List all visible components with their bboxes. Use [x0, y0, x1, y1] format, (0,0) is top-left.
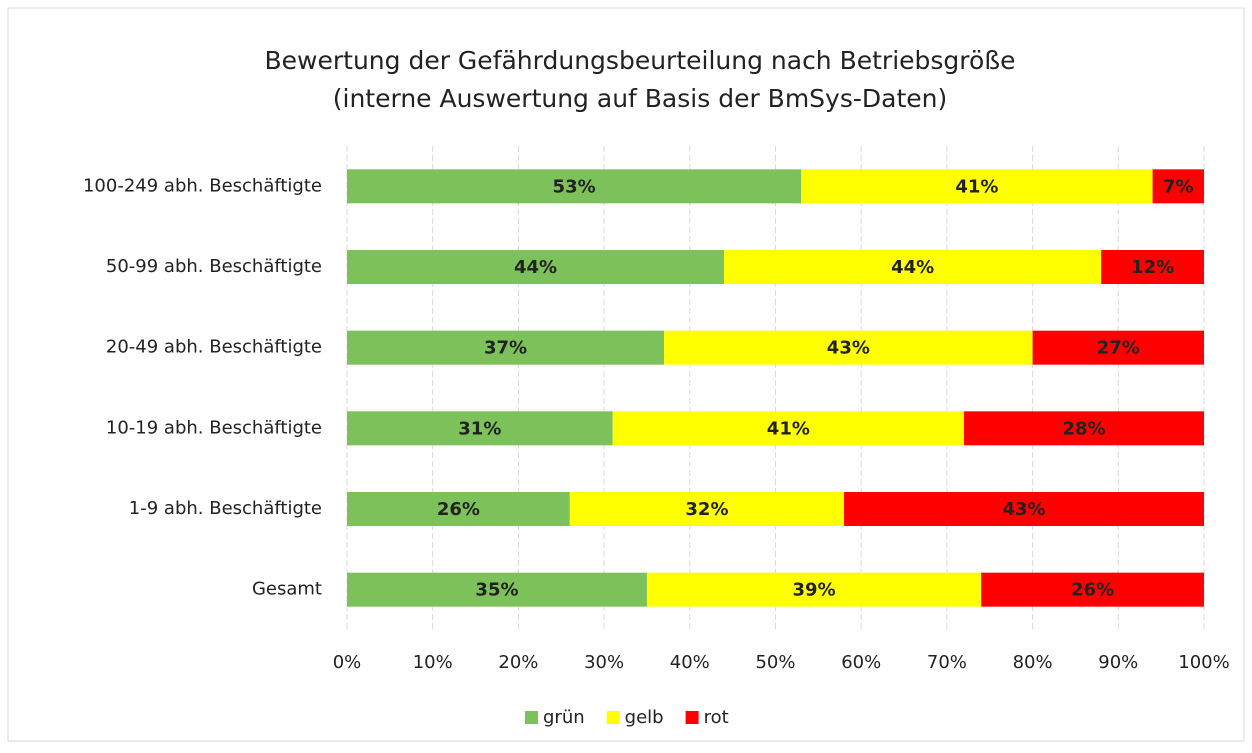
bar-segment: [347, 572, 647, 607]
y-tick-label: 50-99 abh. Beschäftigte: [106, 256, 322, 277]
bar-segment: [1152, 169, 1204, 204]
bar-segment: [347, 250, 725, 284]
bar-segment: [1032, 330, 1204, 365]
y-tick-label: 10-19 abh. Beschäftigte: [106, 417, 322, 438]
legend-label: grün: [543, 707, 585, 728]
value-label: 26%: [1071, 580, 1114, 601]
value-label: 44%: [514, 257, 557, 278]
value-label: 41%: [955, 176, 998, 197]
value-label: 43%: [1002, 499, 1045, 520]
y-tick-label: 20-49 abh. Beschäftigte: [106, 337, 322, 358]
y-tick-label: 100-249 abh. Beschäftigte: [83, 175, 322, 196]
x-tick-label: 50%: [755, 652, 795, 673]
x-tick-label: 10%: [413, 652, 453, 673]
x-tick-label: 40%: [670, 652, 710, 673]
value-label: 31%: [458, 418, 501, 439]
value-label: 26%: [437, 499, 480, 520]
chart-subtitle: (interne Auswertung auf Basis der BmSys-…: [333, 84, 948, 113]
bar-segment: [801, 169, 1153, 204]
x-tick-label: 20%: [498, 652, 538, 673]
bar-segment: [646, 572, 982, 607]
value-label: 12%: [1131, 257, 1174, 278]
x-tick-label: 30%: [584, 652, 624, 673]
value-label: 43%: [827, 338, 870, 359]
value-label: 35%: [475, 580, 518, 601]
value-label: 37%: [484, 338, 527, 359]
x-tick-label: 90%: [1098, 652, 1138, 673]
y-tick-label: 1-9 abh. Beschäftigte: [129, 498, 322, 519]
bar-segment: [347, 411, 613, 446]
bar-segment: [964, 411, 1204, 446]
x-tick-label: 100%: [1178, 652, 1229, 673]
plot: [347, 169, 1204, 607]
bar-segment: [612, 411, 965, 446]
bar-segment: [981, 572, 1204, 607]
legend-swatch: [685, 711, 699, 724]
x-tick-label: 0%: [333, 652, 362, 673]
value-label: 27%: [1097, 338, 1140, 359]
value-label: 44%: [891, 257, 934, 278]
legend-swatch: [525, 711, 538, 724]
value-label: 53%: [553, 176, 596, 197]
chart-border: [7, 7, 1245, 742]
value-label: 28%: [1062, 418, 1105, 439]
bar-segment: [347, 492, 570, 526]
x-tick-label: 60%: [841, 652, 881, 673]
value-label: 39%: [793, 580, 836, 601]
x-tick-label: 70%: [927, 652, 967, 673]
x-tick-label: 80%: [1013, 652, 1053, 673]
value-label: 32%: [685, 499, 728, 520]
legend-label: rot: [704, 707, 729, 728]
bar-segment: [569, 492, 845, 526]
value-label: 41%: [767, 418, 810, 439]
bar-segment: [1101, 250, 1204, 284]
value-label: 7%: [1163, 176, 1194, 197]
bar-segment: [347, 169, 802, 204]
bar-segment: [844, 492, 1204, 526]
bar-segment: [724, 250, 1102, 284]
legend-label: gelb: [625, 707, 664, 728]
legend-swatch: [606, 711, 620, 724]
bar-segment: [664, 330, 1033, 365]
bar-segment: [347, 330, 665, 365]
chart-title: Bewertung der Gefährdungsbeurteilung nac…: [265, 46, 1016, 75]
y-tick-label: Gesamt: [252, 579, 322, 600]
